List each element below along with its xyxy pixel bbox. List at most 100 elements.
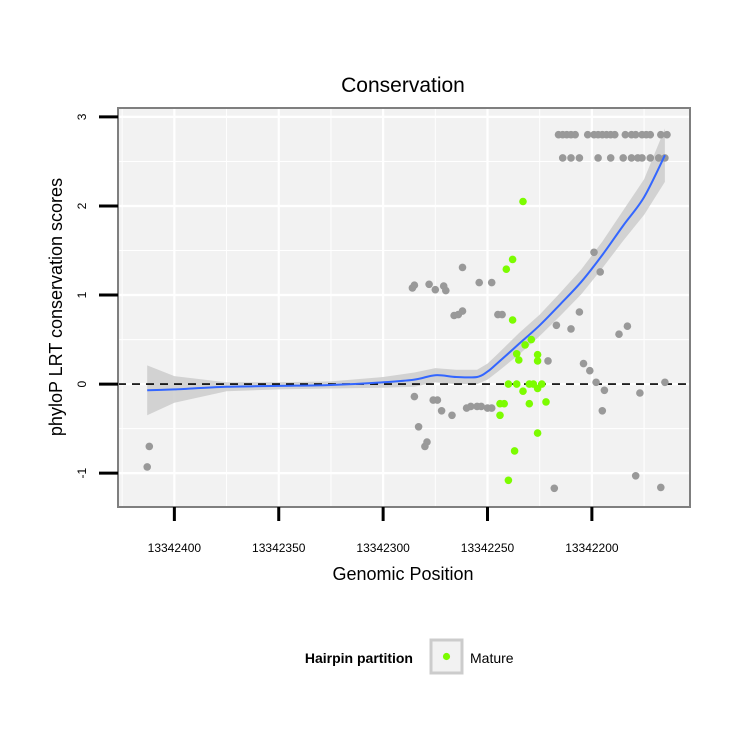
data-point-other [606, 154, 615, 162]
data-point-other [600, 386, 609, 395]
data-point-other [458, 263, 467, 272]
data-point-other [571, 130, 579, 139]
y-tick-label: 0 [75, 380, 89, 387]
data-point-other [421, 442, 429, 451]
legend-label-mature: Mature [470, 650, 514, 666]
data-point-other [663, 130, 671, 139]
data-point-other [433, 396, 442, 404]
data-point-other [145, 442, 154, 451]
data-point-other [558, 154, 567, 162]
data-point-other [475, 278, 484, 287]
data-point-mature [515, 356, 523, 364]
data-point-mature [521, 341, 529, 349]
data-point-other [636, 389, 644, 397]
data-point-other [598, 407, 607, 415]
data-point-other [596, 268, 604, 276]
data-point-mature [519, 197, 527, 206]
data-point-mature [496, 399, 504, 408]
data-points [143, 130, 671, 493]
data-point-other [467, 402, 475, 411]
data-point-mature [525, 399, 534, 408]
y-tick-label: -1 [75, 468, 89, 479]
data-point-other [477, 402, 486, 411]
x-axis-title: Genomic Position [332, 564, 473, 584]
data-point-other [544, 357, 552, 365]
data-point-other [623, 322, 632, 331]
data-point-other [586, 366, 594, 375]
data-point-mature [533, 384, 542, 393]
x-tick-label: 13342350 [252, 541, 306, 555]
data-point-mature [519, 387, 527, 396]
data-point-other [575, 154, 584, 162]
data-point-mature [533, 429, 542, 437]
x-axis: 13342400 13342350 13342300 13342250 13342200 [148, 507, 619, 555]
x-tick-label: 13342300 [356, 541, 410, 555]
y-axis-title: phyloP LRT conservation scores [46, 178, 66, 436]
data-point-mature [496, 411, 504, 420]
data-point-other [414, 423, 423, 431]
data-point-other [615, 330, 623, 339]
x-tick-label: 13342400 [148, 541, 202, 555]
data-point-other [594, 154, 602, 162]
data-point-other [583, 130, 592, 139]
data-point-other [638, 154, 646, 162]
panel-border [117, 107, 691, 508]
data-point-other [575, 308, 584, 316]
legend-title: Hairpin partition [305, 650, 413, 666]
data-point-other [654, 154, 663, 162]
data-point-other [579, 359, 588, 368]
data-point-mature [512, 380, 521, 388]
data-point-other [487, 278, 496, 287]
data-point-mature [508, 255, 517, 264]
data-point-other [567, 325, 575, 333]
data-point-other [458, 307, 467, 315]
x-tick-label: 13342200 [565, 541, 619, 555]
data-point-other [631, 472, 640, 480]
data-point-other [550, 484, 559, 493]
data-point-mature [533, 357, 542, 365]
data-point-other [646, 154, 655, 162]
legend-dot-mature [442, 652, 451, 661]
data-point-other [631, 130, 640, 139]
data-point-other [627, 154, 636, 162]
data-point-other [442, 286, 450, 295]
data-point-mature [527, 335, 536, 344]
data-point-other [657, 483, 665, 492]
data-point-other [592, 378, 600, 387]
chart-title: Conservation [341, 74, 465, 97]
plot-panel [117, 107, 691, 508]
data-point-other [143, 463, 151, 471]
data-point-mature [508, 316, 517, 324]
data-point-other [448, 411, 456, 420]
data-point-other [487, 404, 496, 412]
data-point-mature [502, 265, 511, 274]
y-axis: 3 2 1 0 -1 [75, 113, 118, 479]
x-tick-label: 13342250 [461, 541, 515, 555]
smooth-curve [147, 154, 666, 392]
data-point-other [498, 310, 506, 319]
y-tick-label: 2 [75, 202, 89, 209]
data-point-other [425, 280, 433, 289]
data-point-mature [504, 476, 513, 485]
legend: Hairpin partition Mature [305, 638, 514, 675]
confidence-ribbon [147, 128, 665, 416]
data-point-mature [512, 350, 521, 358]
data-point-other [410, 281, 419, 290]
data-point-other [590, 248, 598, 257]
data-point-other [431, 285, 440, 294]
data-point-other [567, 154, 575, 162]
data-point-other [410, 392, 419, 401]
data-point-mature [510, 447, 519, 455]
data-point-other [552, 321, 561, 330]
panel-background [118, 108, 690, 507]
data-point-other [661, 378, 669, 387]
data-point-other [437, 407, 446, 415]
data-point-other [619, 154, 627, 162]
data-point-mature [542, 398, 550, 406]
data-point-mature [504, 380, 513, 388]
data-point-mature [533, 350, 542, 359]
data-point-other [646, 130, 655, 139]
data-point-other [621, 130, 630, 139]
data-point-other [611, 130, 619, 139]
